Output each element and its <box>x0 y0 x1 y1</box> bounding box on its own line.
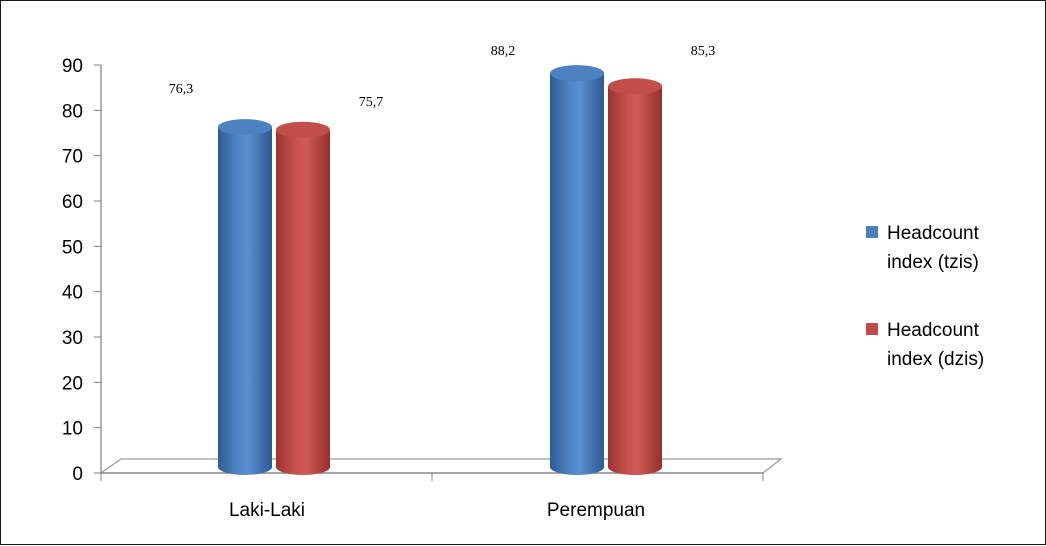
y-tick-label: 0 <box>72 464 83 485</box>
y-tick-label: 10 <box>62 419 83 440</box>
legend-swatch-dzis <box>866 323 878 335</box>
y-tick-label: 20 <box>62 373 83 394</box>
bar-top <box>550 65 604 82</box>
data-label: 85,3 <box>691 44 716 59</box>
data-label: 75,7 <box>359 95 384 110</box>
bar-top <box>276 121 330 138</box>
bar-body <box>276 129 330 475</box>
bar-laki-laki-series-1 <box>276 121 330 475</box>
y-tick-label: 90 <box>62 56 83 77</box>
y-tick-label: 80 <box>62 101 83 122</box>
bar-body <box>608 86 662 475</box>
bar-top <box>218 119 272 136</box>
y-tick-label: 70 <box>62 147 83 168</box>
category-label: Laki-Laki <box>229 500 305 521</box>
legend-swatch-tzis <box>866 226 878 238</box>
legend-label-dzis-line2: index (dzis) <box>887 349 984 370</box>
chart-floor <box>99 458 783 474</box>
y-tick-label: 40 <box>62 283 83 304</box>
bar-top <box>608 78 662 95</box>
bars <box>218 65 662 476</box>
legend-label-tzis: Headcount index (tzis) <box>887 223 980 273</box>
legend-label-dzis: Headcount index (dzis) <box>887 320 984 370</box>
data-label: 88,2 <box>491 44 516 59</box>
y-tick-label: 60 <box>62 192 83 213</box>
category-label: Perempuan <box>547 500 645 521</box>
legend-label-tzis-line1: Headcount <box>887 223 980 244</box>
axes <box>99 65 783 481</box>
bar-body <box>550 73 604 475</box>
legend-label-dzis-line1: Headcount <box>887 320 980 341</box>
category-labels: Laki-Laki Perempuan <box>229 500 645 521</box>
legend: Headcount index (tzis) Headcount index (dz… <box>866 223 984 370</box>
data-label: 76,3 <box>169 82 194 97</box>
bar-laki-laki-series-0 <box>218 119 272 476</box>
y-tick-label: 50 <box>62 237 83 258</box>
bar-body <box>218 127 272 476</box>
legend-label-tzis-line2: index (tzis) <box>887 252 979 273</box>
data-labels: 76,3 75,7 88,2 85,3 <box>169 44 716 110</box>
y-ticks: 0 10 20 30 40 50 60 70 80 90 <box>62 56 101 485</box>
bar-perempuan-series-1 <box>608 78 662 475</box>
bar-perempuan-series-0 <box>550 65 604 475</box>
y-tick-label: 30 <box>62 328 83 349</box>
